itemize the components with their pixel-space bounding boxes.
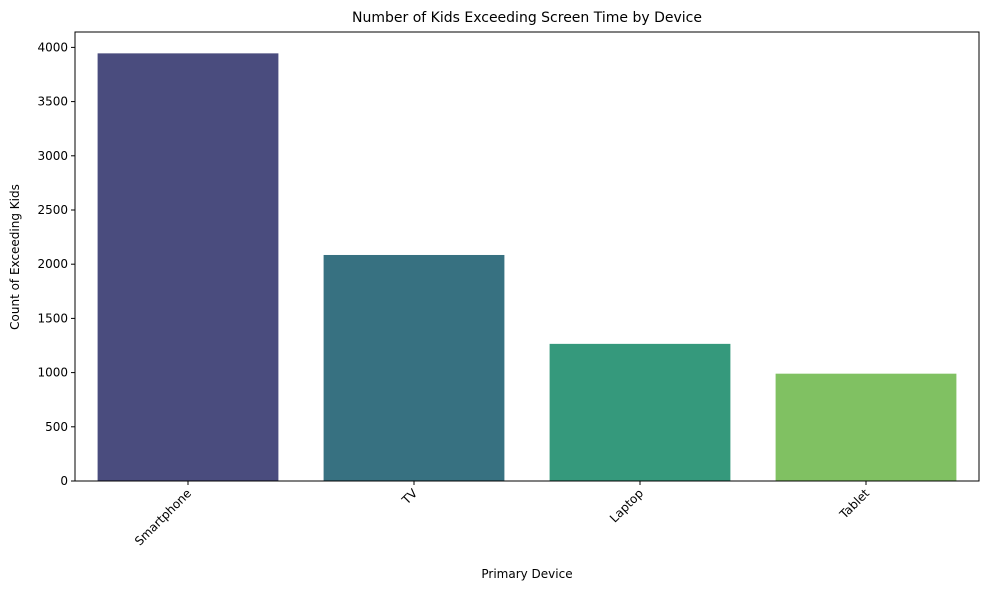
- x-tick-label-smartphone: Smartphone: [132, 486, 194, 548]
- y-tick-label: 1500: [37, 311, 68, 325]
- bar-tv: [323, 254, 505, 481]
- y-axis-label: Count of Exceeding Kids: [8, 184, 22, 330]
- y-tick-label: 3000: [37, 149, 68, 163]
- y-tick-label: 2500: [37, 203, 68, 217]
- y-tick-label: 0: [60, 474, 68, 488]
- y-tick-label: 500: [45, 420, 68, 434]
- x-tick-label-laptop: Laptop: [607, 486, 646, 525]
- bar-tablet: [775, 373, 957, 481]
- y-tick-label: 1000: [37, 366, 68, 380]
- x-tick-label-tv: TV: [399, 486, 421, 508]
- plot-frame: [74, 31, 980, 482]
- x-tick-label-tablet: Tablet: [836, 486, 872, 522]
- bar-smartphone: [97, 53, 279, 482]
- chart-title: Number of Kids Exceeding Screen Time by …: [352, 10, 702, 26]
- y-tick-label: 2000: [37, 257, 68, 271]
- y-tick-label: 3500: [37, 95, 68, 109]
- x-axis-label: Primary Device: [481, 567, 572, 581]
- plot-area: 0 500 1000 1500 2000 2500 3000 3500 4000 Smartpho…: [37, 31, 980, 548]
- bar-laptop: [549, 343, 731, 481]
- y-tick-label: 4000: [37, 40, 68, 54]
